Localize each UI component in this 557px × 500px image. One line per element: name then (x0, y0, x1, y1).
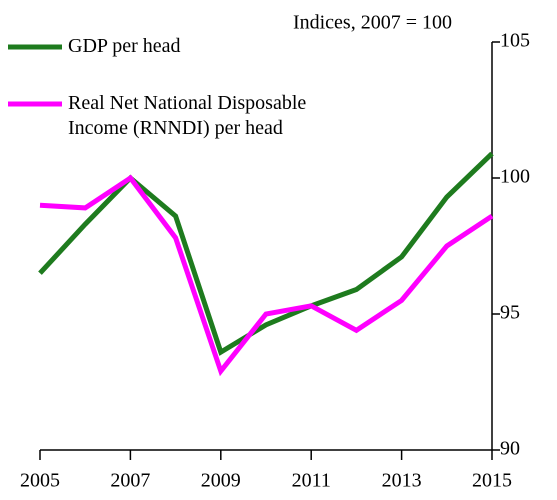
y-tick-label: 90 (500, 438, 520, 460)
series-line (39, 174, 494, 377)
x-tick-label: 2013 (382, 470, 422, 492)
x-tick-label: 2007 (110, 470, 150, 492)
legend-label: Real Net National Disposable Income (RNN… (68, 92, 307, 139)
y-tick-label: 95 (500, 302, 520, 324)
series-line (38, 151, 494, 356)
x-tick-label: 2009 (201, 470, 241, 492)
y-tick-label: 100 (500, 166, 530, 188)
y-tick-label: 105 (500, 30, 530, 52)
x-tick-label: 2015 (472, 470, 512, 492)
legend-label: GDP per head (68, 35, 181, 57)
x-tick-label: 2011 (292, 470, 331, 492)
annotation: Indices, 2007 = 100 (293, 12, 452, 34)
x-tick-label: 2005 (20, 470, 60, 492)
